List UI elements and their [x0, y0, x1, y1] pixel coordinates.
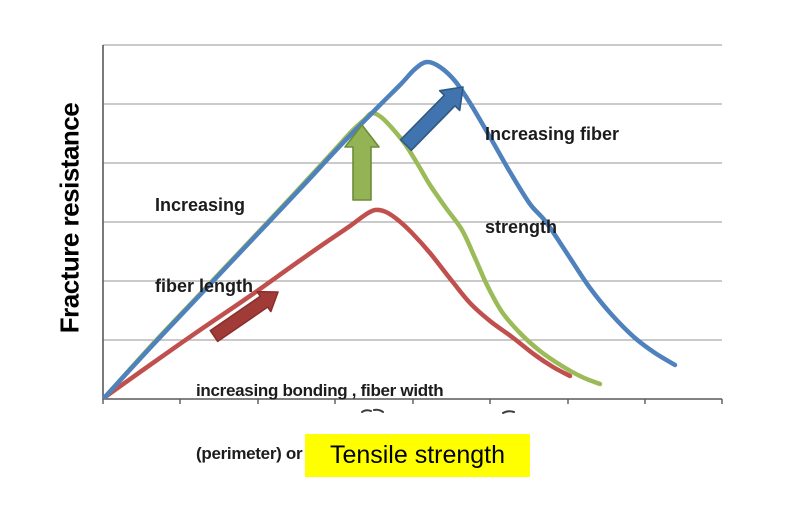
curve-1 [102, 207, 573, 400]
annotation-increasing-bonding: increasing bonding , fiber width (perime… [196, 338, 493, 506]
annotation-line: Increasing fiber [485, 124, 620, 144]
artifact-mark [361, 409, 372, 413]
annotation-line: Increasing [155, 195, 246, 215]
annotation-increasing-fiber-strength: Increasing fiber strength [485, 57, 619, 305]
red-arrow [209, 290, 279, 343]
curve-2 [102, 59, 678, 400]
annotation-line: increasing bonding , fiber width [196, 381, 444, 400]
artifact-mark [502, 410, 515, 414]
y-axis-label: Fracture resistance [54, 102, 85, 334]
chart-canvas [102, 44, 723, 414]
x-axis-label-tensile-strength: Tensile strength [305, 434, 530, 477]
annotation-increasing-fiber-length: Increasing fiber length [155, 138, 253, 354]
blue-arrow [399, 86, 464, 152]
annotation-line: fiber length [155, 276, 253, 296]
green-arrow [344, 124, 380, 201]
artifact-mark [373, 408, 384, 413]
annotation-line: strength [485, 217, 557, 237]
